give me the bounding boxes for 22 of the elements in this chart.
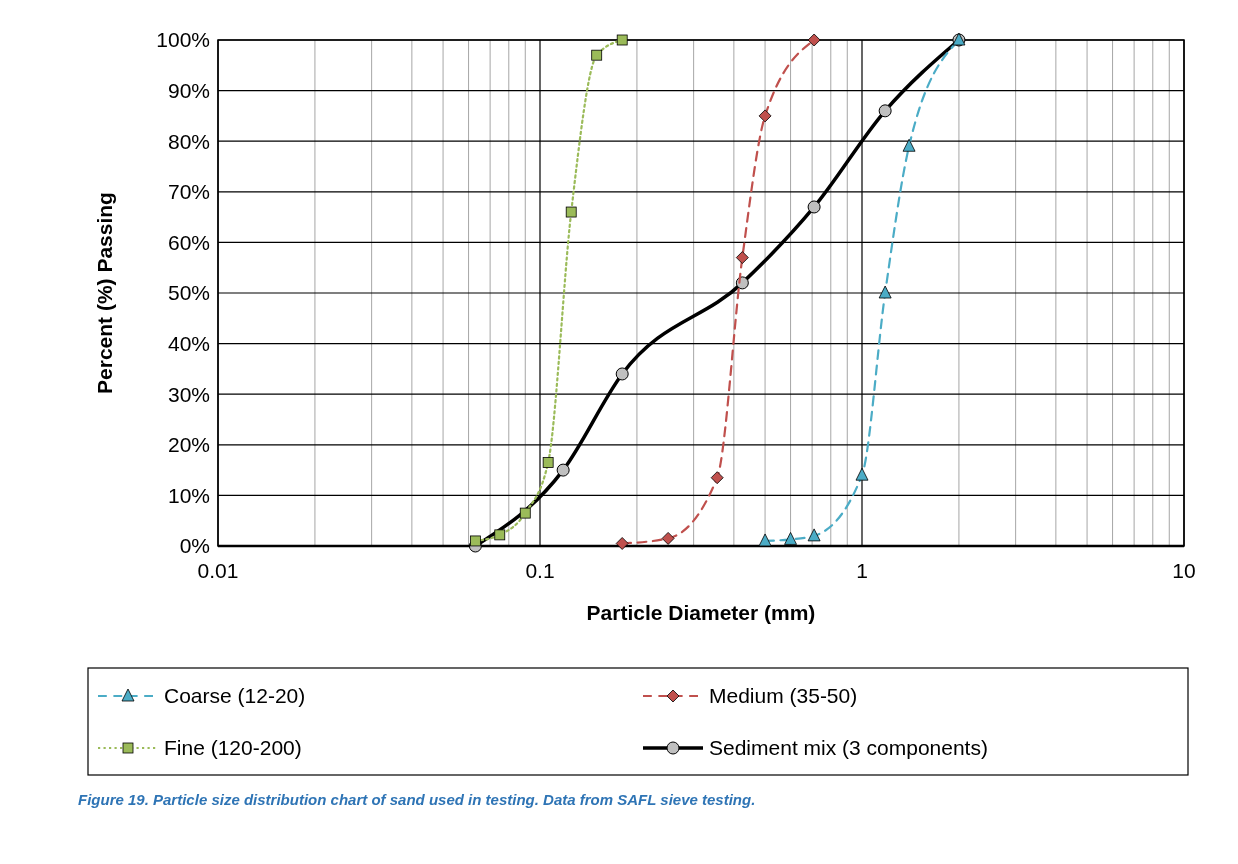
- y-axis-title: Percent (%) Passing: [93, 192, 116, 394]
- y-tick-label: 0%: [179, 534, 210, 558]
- y-tick-label: 70%: [167, 180, 210, 204]
- y-tick-label: 50%: [167, 281, 210, 305]
- legend-label: Coarse (12-20): [164, 684, 306, 708]
- legend-label: Medium (35-50): [709, 684, 858, 708]
- legend-label: Sediment mix (3 components): [709, 736, 988, 760]
- x-tick-label: 1: [856, 559, 868, 582]
- x-tick-label: 10: [1172, 559, 1196, 582]
- x-tick-label: 0.01: [197, 559, 239, 582]
- y-tick-label: 90%: [167, 78, 210, 102]
- y-tick-label: 10%: [167, 483, 210, 507]
- y-tick-label: 30%: [167, 382, 210, 406]
- y-tick-label: 20%: [167, 433, 210, 457]
- x-axis-title: Particle Diameter (mm): [586, 601, 816, 624]
- y-tick-label: 60%: [167, 230, 210, 254]
- y-tick-label: 100%: [156, 28, 210, 52]
- legend-label: Fine (120-200): [164, 736, 302, 760]
- y-tick-label: 40%: [167, 331, 210, 355]
- x-tick-label: 0.1: [525, 559, 555, 582]
- caption: Figure 19. Particle size distribution chart of sand used in testing. Data from SAFL sieve testing.: [78, 791, 756, 808]
- y-tick-label: 80%: [167, 129, 210, 153]
